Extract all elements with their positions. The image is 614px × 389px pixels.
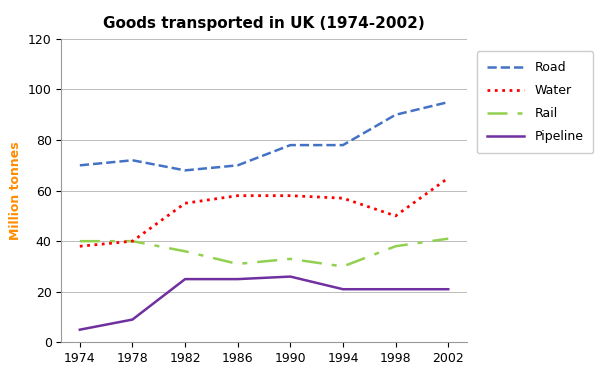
Road (445, 100, 452, 105)
Road (129, 158, 136, 163)
Rail (340, 264, 347, 269)
Water (392, 214, 399, 218)
Road (392, 112, 399, 117)
Y-axis label: Million tonnes: Million tonnes (9, 141, 22, 240)
Line: Pipeline: Pipeline (80, 277, 448, 330)
Water (234, 193, 241, 198)
Water (76, 244, 84, 249)
Pipeline (445, 287, 452, 292)
Rail (76, 239, 84, 244)
Rail (181, 249, 188, 254)
Road (181, 168, 188, 173)
Water (445, 176, 452, 180)
Pipeline (234, 277, 241, 282)
Line: Rail: Rail (80, 239, 448, 266)
Road (340, 143, 347, 147)
Water (181, 201, 188, 205)
Pipeline (76, 328, 84, 332)
Water (129, 239, 136, 244)
Rail (445, 237, 452, 241)
Pipeline (392, 287, 399, 292)
Rail (129, 239, 136, 244)
Rail (234, 261, 241, 266)
Water (340, 196, 347, 201)
Legend: Road, Water, Rail, Pipeline: Road, Water, Rail, Pipeline (477, 51, 594, 153)
Title: Goods transported in UK (1974-2002): Goods transported in UK (1974-2002) (103, 16, 425, 31)
Pipeline (340, 287, 347, 292)
Pipeline (287, 274, 294, 279)
Road (76, 163, 84, 168)
Rail (392, 244, 399, 249)
Line: Water: Water (80, 178, 448, 246)
Road (234, 163, 241, 168)
Water (287, 193, 294, 198)
Pipeline (181, 277, 188, 282)
Pipeline (129, 317, 136, 322)
Rail (287, 257, 294, 261)
Line: Road: Road (80, 102, 448, 170)
Road (287, 143, 294, 147)
